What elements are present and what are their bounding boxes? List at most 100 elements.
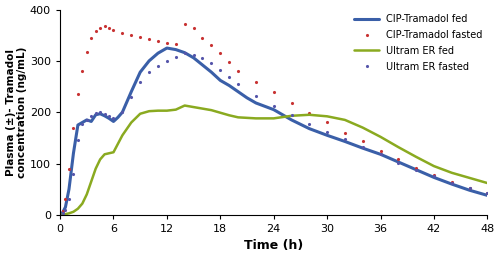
Ultram ER fasted — [484, 192, 490, 195]
Ultram ER fed — [190, 106, 196, 109]
Ultram ER fasted — [92, 112, 98, 115]
Ultram ER fasted — [173, 55, 179, 58]
Ultram ER fasted — [80, 122, 86, 125]
CIP-Tramadol fasted — [324, 121, 330, 124]
CIP-Tramadol fasted — [342, 131, 348, 134]
CIP-Tramadol fasted — [226, 60, 232, 63]
CIP-Tramadol fed — [137, 71, 143, 74]
Ultram ER fasted — [70, 172, 76, 175]
CIP-Tramadol fed — [270, 108, 276, 111]
Ultram ER fasted — [413, 168, 419, 171]
Ultram ER fed — [75, 207, 81, 210]
Ultram ER fed — [88, 180, 94, 183]
Ultram ER fed — [70, 210, 76, 213]
Ultram ER fed — [182, 104, 188, 107]
Ultram ER fed — [324, 115, 330, 118]
CIP-Tramadol fed — [182, 51, 188, 54]
CIP-Tramadol fed — [360, 147, 366, 150]
Ultram ER fasted — [128, 95, 134, 98]
CIP-Tramadol fed — [92, 113, 98, 116]
CIP-Tramadol fed — [244, 96, 250, 99]
Ultram ER fed — [102, 153, 107, 156]
Ultram ER fed — [270, 117, 276, 120]
Ultram ER fed — [306, 113, 312, 116]
CIP-Tramadol fasted — [128, 34, 134, 37]
CIP-Tramadol fasted — [448, 180, 454, 183]
Line: CIP-Tramadol fed: CIP-Tramadol fed — [60, 48, 488, 215]
CIP-Tramadol fed — [60, 211, 66, 214]
Ultram ER fasted — [57, 213, 63, 216]
CIP-Tramadol fed — [466, 189, 472, 192]
CIP-Tramadol fasted — [306, 112, 312, 115]
Ultram ER fed — [253, 117, 259, 120]
CIP-Tramadol fed — [84, 118, 90, 122]
CIP-Tramadol fed — [70, 152, 76, 155]
CIP-Tramadol fed — [97, 112, 103, 115]
Ultram ER fasted — [324, 130, 330, 133]
CIP-Tramadol fasted — [164, 41, 170, 44]
Ultram ER fed — [128, 121, 134, 124]
Ultram ER fasted — [106, 114, 112, 117]
Ultram ER fasted — [97, 111, 103, 114]
CIP-Tramadol fed — [106, 117, 112, 120]
Ultram ER fed — [106, 152, 112, 155]
CIP-Tramadol fed — [208, 71, 214, 74]
Ultram ER fed — [226, 114, 232, 117]
CIP-Tramadol fed — [218, 79, 224, 82]
CIP-Tramadol fed — [200, 63, 205, 67]
CIP-Tramadol fasted — [431, 173, 437, 176]
Ultram ER fed — [97, 158, 103, 161]
CIP-Tramadol fed — [102, 114, 107, 117]
CIP-Tramadol fasted — [378, 149, 384, 152]
Ultram ER fed — [173, 108, 179, 111]
Ultram ER fasted — [431, 175, 437, 178]
CIP-Tramadol fed — [448, 182, 454, 186]
CIP-Tramadol fasted — [288, 101, 294, 104]
CIP-Tramadol fed — [80, 121, 86, 124]
CIP-Tramadol fed — [88, 120, 94, 123]
CIP-Tramadol fasted — [66, 167, 72, 170]
Ultram ER fasted — [110, 117, 116, 120]
Ultram ER fed — [218, 111, 224, 114]
Ultram ER fed — [66, 212, 72, 215]
Ultram ER fed — [57, 213, 63, 216]
Ultram ER fasted — [102, 112, 107, 115]
CIP-Tramadol fasted — [155, 40, 161, 43]
Ultram ER fasted — [120, 111, 126, 114]
CIP-Tramadol fasted — [200, 36, 205, 39]
Ultram ER fed — [200, 107, 205, 110]
CIP-Tramadol fasted — [60, 209, 66, 212]
CIP-Tramadol fasted — [106, 26, 112, 29]
CIP-Tramadol fed — [235, 90, 241, 93]
CIP-Tramadol fasted — [102, 25, 107, 28]
CIP-Tramadol fasted — [88, 36, 94, 39]
Ultram ER fed — [431, 165, 437, 168]
Ultram ER fasted — [226, 76, 232, 79]
Ultram ER fed — [235, 116, 241, 119]
Ultram ER fasted — [62, 208, 68, 211]
Legend: CIP-Tramadol fed, CIP-Tramadol fasted, Ultram ER fed, Ultram ER fasted: CIP-Tramadol fed, CIP-Tramadol fasted, U… — [350, 10, 486, 76]
CIP-Tramadol fed — [110, 120, 116, 123]
Ultram ER fasted — [155, 64, 161, 68]
Line: CIP-Tramadol fasted: CIP-Tramadol fasted — [58, 22, 489, 217]
CIP-Tramadol fed — [413, 168, 419, 171]
CIP-Tramadol fed — [306, 127, 312, 130]
CIP-Tramadol fed — [66, 188, 72, 191]
Ultram ER fed — [155, 109, 161, 112]
Ultram ER fasted — [378, 153, 384, 156]
CIP-Tramadol fasted — [182, 22, 188, 26]
CIP-Tramadol fed — [396, 160, 402, 164]
Ultram ER fed — [62, 213, 68, 216]
Y-axis label: Plasma (±)- Tramadol
concentration (ng/mL): Plasma (±)- Tramadol concentration (ng/m… — [6, 46, 27, 178]
CIP-Tramadol fed — [253, 101, 259, 104]
Ultram ER fed — [137, 112, 143, 115]
CIP-Tramadol fasted — [208, 44, 214, 47]
Ultram ER fasted — [218, 69, 224, 72]
Ultram ER fasted — [270, 104, 276, 108]
Ultram ER fasted — [253, 94, 259, 97]
CIP-Tramadol fed — [484, 194, 490, 197]
CIP-Tramadol fasted — [110, 29, 116, 32]
CIP-Tramadol fasted — [235, 70, 241, 73]
CIP-Tramadol fasted — [137, 36, 143, 39]
CIP-Tramadol fasted — [253, 81, 259, 84]
